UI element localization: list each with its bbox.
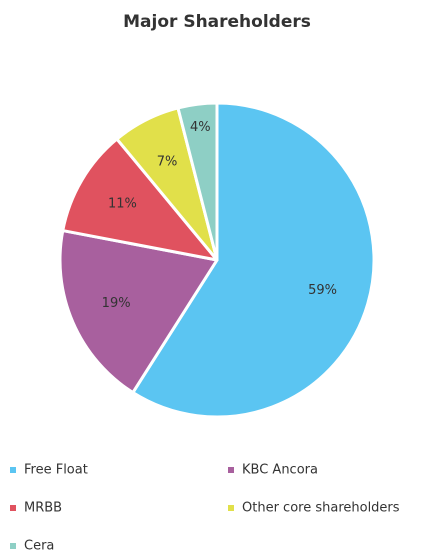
data-label: 7% [157,155,178,170]
pie-slice [58,229,219,395]
chart-title: Major Shareholders [123,12,311,32]
legend-marker [228,505,234,511]
data-label: 19% [102,296,131,311]
legend-marker [10,467,16,473]
legend-label: KBC Ancora [242,463,318,478]
legend-label: MRBB [24,501,62,516]
data-label: 59% [308,283,337,298]
legend-marker [10,543,16,549]
legend-marker [10,505,16,511]
data-label: 4% [190,120,211,135]
legend-label: Cera [24,539,54,553]
pie-slice [176,101,219,262]
legend-label: Free Float [24,463,88,478]
legend-marker [228,467,234,473]
data-label: 11% [108,197,137,212]
pie-slice [61,137,219,262]
legend-label: Other core shareholders [242,501,400,516]
pie-slice [131,101,376,419]
